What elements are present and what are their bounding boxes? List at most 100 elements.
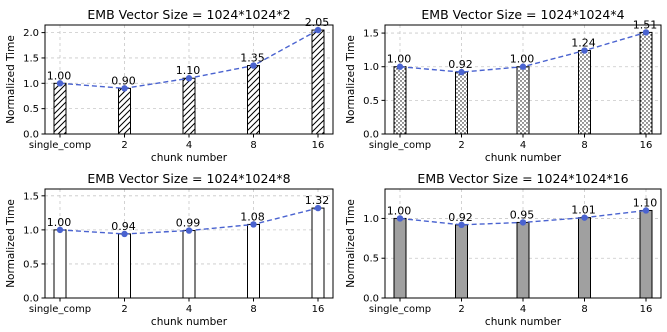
x-tick-label: 8 [581, 304, 587, 315]
data-label: 1.24 [571, 37, 596, 50]
data-label: 0.99 [176, 217, 201, 230]
chart-panel-2: 1.00 0.92 1.001.241.510.00.51.01.5single_c… [345, 7, 662, 164]
trend-point [519, 219, 527, 226]
bar-16 [639, 209, 653, 299]
bar-8 [247, 223, 260, 299]
bar-single_comp [393, 217, 407, 299]
bar-4 [516, 221, 530, 299]
x-tick-label: 2 [121, 304, 127, 315]
x-tick-label: 4 [186, 140, 192, 151]
trend-point [56, 226, 64, 234]
data-label: 0.94 [111, 220, 136, 233]
bar-2 [455, 71, 468, 135]
x-tick-label: single_comp [369, 304, 431, 315]
y-tick-label: 0.5 [363, 96, 379, 107]
trend-point [396, 215, 404, 222]
data-label: 1.35 [240, 52, 265, 65]
data-label: 1.00 [47, 216, 72, 229]
trend-point [581, 214, 588, 221]
trend-point [396, 63, 404, 70]
chart-title: EMB Vector Size = 1024*1024*4 [421, 7, 624, 22]
bar-2 [455, 224, 468, 299]
bar-8 [578, 217, 591, 299]
data-label: 1.00 [387, 53, 412, 66]
x-tick-label: 2 [121, 140, 127, 151]
data-label: 1.00 [387, 204, 412, 217]
bar-16 [311, 29, 325, 135]
trend-point [185, 227, 193, 234]
bar-2 [118, 87, 131, 135]
x-tick-label: 2 [458, 140, 464, 151]
trend-point [250, 62, 257, 69]
x-tick-label: 16 [640, 304, 653, 315]
trend-point [642, 207, 650, 214]
x-axis-label: chunk number [151, 152, 228, 164]
y-axis-label: Normalized Time [5, 35, 17, 124]
y-tick-label: 1.0 [363, 62, 379, 73]
bar-8 [247, 65, 260, 135]
x-axis-label: chunk number [485, 316, 562, 328]
bar-single_comp [393, 66, 407, 135]
chart-panel-3: 1.00 0.94 0.99 1.08 1.32 0.0 0.5 1.0 1.5 single_c… [5, 171, 334, 328]
data-label: 1.01 [571, 204, 596, 217]
chart-panel-1: 1.00 0.90 1.10 1.35 2.05 0.0 0.5 1.0 1.5 2.0 singl… [5, 7, 334, 164]
y-tick-label: 1.0 [363, 214, 379, 225]
y-tick-label: 2.0 [23, 28, 39, 39]
x-tick-label: 4 [520, 304, 526, 315]
bar-16 [311, 207, 325, 299]
data-label: 2.05 [305, 16, 330, 29]
trend-point [314, 26, 322, 34]
y-tick-label: 0.0 [23, 294, 39, 305]
bar-single_comp [53, 82, 67, 135]
chart-title: EMB Vector Size = 1024*1024*2 [87, 7, 290, 22]
bar-4 [516, 66, 530, 135]
trend-point [458, 221, 465, 229]
y-tick-label: 1.5 [23, 191, 39, 202]
trend-point [185, 75, 193, 82]
y-tick-label: 1.0 [23, 79, 39, 90]
data-label: 1.32 [305, 194, 330, 207]
x-tick-label: 4 [186, 304, 192, 315]
x-tick-label: single_comp [369, 140, 431, 151]
x-tick-label: 8 [250, 304, 256, 315]
x-tick-label: 8 [250, 140, 256, 151]
y-axis-label: Normalized Time [345, 199, 357, 288]
y-tick-label: 0.5 [23, 259, 39, 270]
data-label: 0.92 [448, 211, 473, 224]
x-tick-label: single_comp [29, 304, 91, 315]
bar-single_comp [53, 229, 67, 299]
y-axis-label: Normalized Time [345, 35, 357, 124]
x-tick-label: single_comp [29, 140, 91, 151]
y-axis-label: Normalized Time [5, 199, 17, 288]
data-label: 1.00 [47, 69, 72, 82]
chart-panel-4: 1.00 0.92 0.95 1.01 1.10 0.0 0.5 1.0 single_comp… [345, 171, 662, 328]
data-label: 1.10 [633, 196, 658, 209]
x-tick-label: 2 [458, 304, 464, 315]
x-tick-label: 16 [312, 304, 325, 315]
data-label: 0.92 [448, 58, 473, 71]
chart-title: EMB Vector Size = 1024*1024*16 [417, 171, 628, 186]
x-tick-label: 16 [312, 140, 325, 151]
chart-title: EMB Vector Size = 1024*1024*8 [87, 171, 290, 186]
y-tick-label: 0.0 [363, 294, 379, 305]
y-tick-label: 0.5 [23, 104, 39, 115]
y-tick-label: 1.5 [23, 53, 39, 64]
trend-point [458, 68, 465, 76]
x-axis-label: chunk number [485, 152, 562, 164]
y-tick-label: 0.0 [363, 130, 379, 141]
x-tick-label: 16 [640, 140, 653, 151]
data-label: 1.08 [240, 210, 265, 223]
data-label: 1.10 [176, 64, 201, 77]
trend-point [121, 230, 128, 238]
trend-point [581, 47, 588, 54]
bar-4 [182, 77, 196, 135]
x-axis-label: chunk number [151, 316, 228, 328]
x-tick-label: 4 [520, 140, 526, 151]
trend-point [56, 80, 64, 87]
data-label: 1.00 [510, 53, 535, 66]
x-tick-label: 8 [581, 140, 587, 151]
trend-point [519, 63, 527, 70]
data-label: 0.95 [510, 208, 535, 221]
